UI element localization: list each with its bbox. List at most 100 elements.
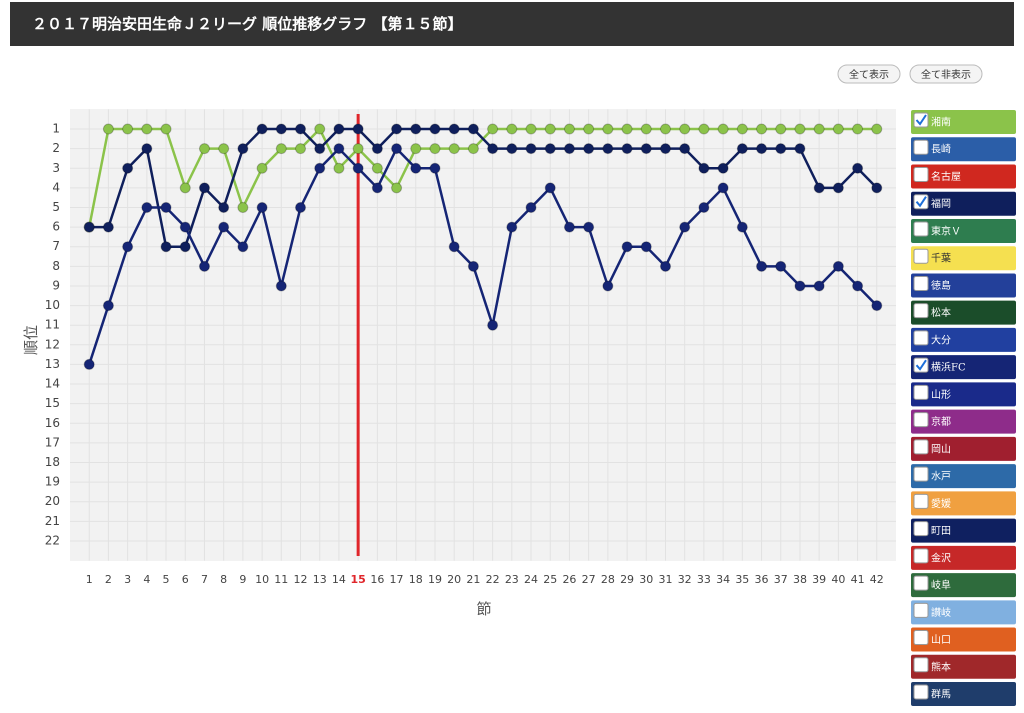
legend-checkbox[interactable]: [913, 575, 929, 591]
check-mark[interactable]: [915, 196, 927, 208]
legend-swatch[interactable]: [911, 545, 1016, 570]
legend-label[interactable]: 東京Ｖ: [931, 224, 961, 237]
legend-item[interactable]: 愛媛: [911, 491, 1016, 516]
legend-swatch[interactable]: [911, 218, 1016, 243]
legend-item[interactable]: 熊本: [911, 654, 1016, 679]
legend-label[interactable]: 岡山: [931, 443, 951, 455]
legend-item[interactable]: 福岡: [911, 191, 1016, 216]
legend-swatch[interactable]: [911, 491, 1016, 516]
legend-label[interactable]: 熊本: [931, 660, 951, 673]
legend-checkbox[interactable]: [913, 166, 929, 182]
legend-item[interactable]: 徳島: [911, 273, 1016, 298]
button-bg[interactable]: [909, 64, 983, 84]
legend-swatch[interactable]: [911, 654, 1016, 679]
legend-item[interactable]: 京都: [911, 409, 1016, 434]
legend-item[interactable]: 長崎: [911, 137, 1016, 162]
legend-label[interactable]: 愛媛: [931, 497, 951, 510]
legend-swatch[interactable]: [911, 518, 1016, 543]
legend-checkbox[interactable]: [913, 630, 929, 646]
legend-label[interactable]: 松本: [931, 306, 951, 319]
check-mark[interactable]: [915, 114, 927, 126]
legend-label[interactable]: 讃岐: [931, 606, 951, 619]
legend-swatch[interactable]: [911, 600, 1016, 625]
legend-checkbox[interactable]: [913, 139, 929, 155]
legend-label[interactable]: 千葉: [931, 252, 951, 265]
legend-swatch[interactable]: [911, 627, 1016, 652]
legend-swatch[interactable]: [911, 682, 1016, 707]
legend-checkbox[interactable]: [913, 439, 929, 455]
legend-checkbox[interactable]: [913, 330, 929, 346]
legend-checkbox[interactable]: [913, 521, 929, 537]
legend-checkbox[interactable]: [913, 303, 929, 319]
legend-swatch[interactable]: [911, 464, 1016, 489]
legend-swatch[interactable]: [911, 191, 1016, 216]
legend-label[interactable]: 名古屋: [931, 170, 961, 183]
legend-label[interactable]: 水戸: [931, 471, 951, 483]
legend-item[interactable]: 東京Ｖ: [911, 218, 1016, 243]
legend-item[interactable]: 山形: [911, 382, 1016, 407]
legend-checkbox[interactable]: [913, 684, 929, 700]
legend-label[interactable]: 岐阜: [931, 579, 951, 592]
legend-item[interactable]: 金沢: [911, 545, 1016, 570]
legend-label[interactable]: 大分: [931, 333, 951, 346]
legend-label[interactable]: 横浜FC: [931, 361, 966, 374]
show-all-button[interactable]: 全て表示: [837, 64, 901, 84]
legend-swatch[interactable]: [911, 355, 1016, 380]
legend-label[interactable]: 山形: [931, 389, 951, 401]
legend-item[interactable]: 群馬: [911, 682, 1016, 707]
legend-label[interactable]: 湘南: [931, 116, 951, 129]
legend-item[interactable]: 岐阜: [911, 573, 1016, 598]
legend-checkbox[interactable]: [913, 602, 929, 618]
legend-checkbox[interactable]: [913, 493, 929, 509]
legend-label[interactable]: 福岡: [931, 197, 951, 210]
legend-label[interactable]: 徳島: [931, 279, 951, 292]
legend-checkbox[interactable]: [913, 248, 929, 264]
point: [429, 143, 441, 155]
point: [506, 221, 518, 233]
legend-item[interactable]: 山口: [911, 627, 1016, 652]
legend-label[interactable]: 山口: [931, 634, 951, 646]
legend-swatch[interactable]: [911, 300, 1016, 325]
legend-swatch[interactable]: [911, 164, 1016, 189]
legend-swatch[interactable]: [911, 409, 1016, 434]
point: [621, 143, 633, 155]
check-mark[interactable]: [915, 359, 927, 371]
legend-checkbox[interactable]: [913, 548, 929, 564]
legend-swatch[interactable]: [911, 573, 1016, 598]
legend-checkbox[interactable]: [913, 384, 929, 400]
legend-checkbox[interactable]: [913, 466, 929, 482]
button-label[interactable]: 全て非表示: [921, 68, 971, 81]
legend-swatch[interactable]: [911, 436, 1016, 461]
legend-item[interactable]: 千葉: [911, 246, 1016, 271]
legend-item[interactable]: 横浜FC: [911, 355, 1016, 380]
legend-item[interactable]: 名古屋: [911, 164, 1016, 189]
legend-checkbox[interactable]: [913, 221, 929, 237]
legend-checkbox[interactable]: [913, 275, 929, 291]
legend-checkbox[interactable]: [913, 412, 929, 428]
legend-label[interactable]: 町田: [931, 526, 951, 537]
legend-item[interactable]: 岡山: [911, 436, 1016, 461]
legend-item[interactable]: 讃岐: [911, 600, 1016, 625]
legend-label[interactable]: 京都: [931, 415, 951, 428]
legend-swatch[interactable]: [911, 382, 1016, 407]
legend-swatch[interactable]: [911, 327, 1016, 352]
point: [813, 123, 825, 135]
button-label[interactable]: 全て表示: [849, 68, 889, 81]
legend-item[interactable]: 湘南: [911, 110, 1016, 134]
legend-swatch[interactable]: [911, 110, 1016, 134]
legend-swatch[interactable]: [911, 273, 1016, 298]
legend-swatch[interactable]: [911, 246, 1016, 271]
legend-swatch[interactable]: [911, 137, 1016, 162]
point: [237, 143, 249, 155]
legend-label[interactable]: 長崎: [931, 143, 951, 156]
legend-label[interactable]: 群馬: [931, 688, 951, 701]
legend-item[interactable]: 松本: [911, 300, 1016, 325]
button-bg[interactable]: [837, 64, 901, 84]
hide-all-button[interactable]: 全て非表示: [909, 64, 983, 84]
y-tick-label: 18: [45, 455, 60, 469]
legend-item[interactable]: 水戸: [911, 464, 1016, 489]
legend-label[interactable]: 金沢: [931, 551, 951, 564]
legend-item[interactable]: 大分: [911, 327, 1016, 352]
legend-item[interactable]: 町田: [911, 518, 1016, 543]
legend-checkbox[interactable]: [913, 657, 929, 673]
